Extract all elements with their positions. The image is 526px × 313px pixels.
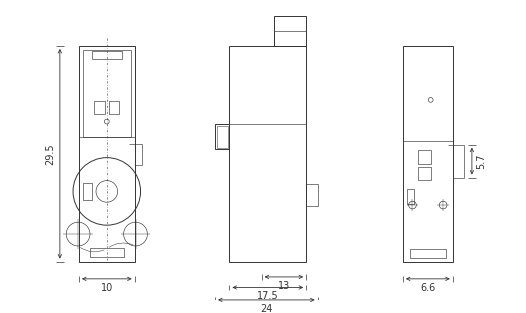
Bar <box>89 248 124 257</box>
Text: 17.5: 17.5 <box>257 291 279 301</box>
Text: 13: 13 <box>278 281 290 291</box>
Bar <box>403 46 453 262</box>
Bar <box>94 101 105 114</box>
Bar <box>83 50 131 136</box>
Bar <box>109 101 119 114</box>
Text: 5.7: 5.7 <box>477 153 487 169</box>
Bar <box>83 183 93 200</box>
Bar <box>410 249 446 258</box>
Bar <box>92 51 122 59</box>
Bar <box>418 151 431 164</box>
Bar <box>418 167 431 180</box>
Bar <box>217 126 228 147</box>
Text: 10: 10 <box>100 283 113 293</box>
Bar <box>79 46 135 262</box>
Bar <box>229 46 306 262</box>
Text: 6.6: 6.6 <box>420 283 436 293</box>
Bar <box>407 189 414 204</box>
Bar <box>215 124 229 150</box>
Bar <box>274 16 306 46</box>
Text: 29.5: 29.5 <box>45 143 55 165</box>
Bar <box>306 184 318 206</box>
Text: 24: 24 <box>260 304 272 313</box>
